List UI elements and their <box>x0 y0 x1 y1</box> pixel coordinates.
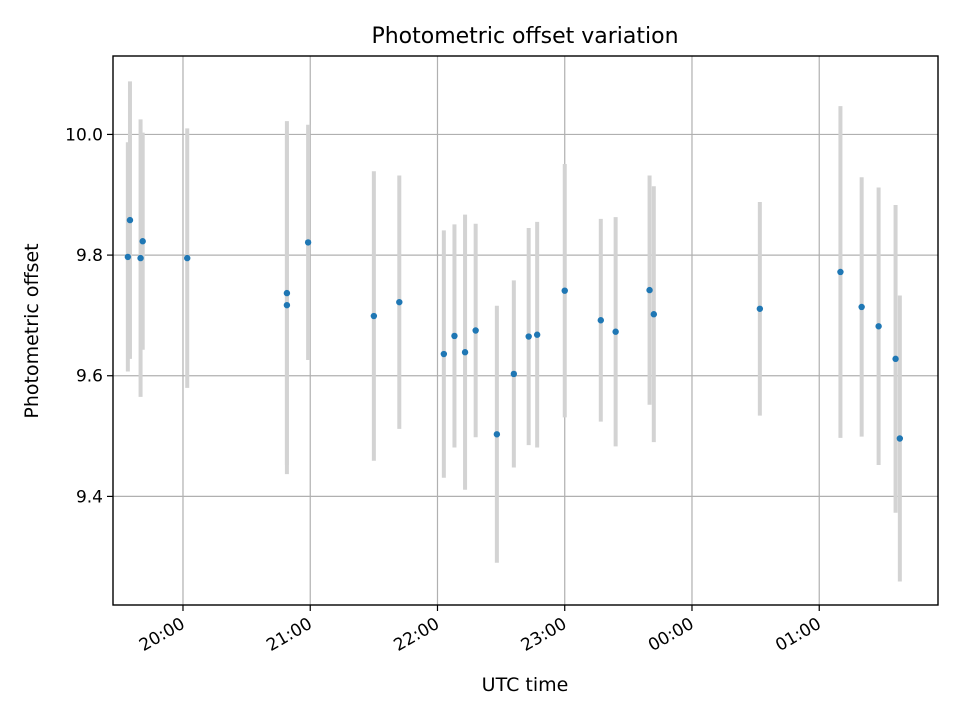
data-point <box>126 216 134 224</box>
data-point <box>561 287 568 294</box>
x-axis-label: UTC time <box>482 674 569 696</box>
data-point <box>139 238 146 245</box>
data-point <box>510 370 518 378</box>
y-axis-ticks: 9.4 9.6 9.8 10.0 <box>65 125 113 507</box>
data-point <box>756 305 764 312</box>
data-point <box>525 333 532 340</box>
data-point <box>896 435 904 442</box>
y-axis-label: Photometric offset <box>21 243 43 418</box>
data-point <box>283 289 291 297</box>
data-point <box>837 268 844 276</box>
data-point <box>858 303 865 311</box>
plot-frame <box>112 55 939 606</box>
data-point <box>283 301 291 309</box>
data-points <box>124 216 904 442</box>
grid <box>113 56 938 605</box>
data-point <box>304 239 312 246</box>
chart-title: Photometric offset variation <box>371 24 678 49</box>
data-point <box>472 327 479 334</box>
y-tick-label: 9.8 <box>76 246 103 266</box>
data-point <box>137 254 144 262</box>
y-tick-label: 9.4 <box>76 487 103 507</box>
data-point <box>875 323 882 330</box>
data-point <box>124 253 132 261</box>
y-tick-label: 9.6 <box>76 367 103 387</box>
data-point <box>612 328 619 335</box>
data-point <box>396 298 403 306</box>
y-tick-label: 10.0 <box>65 125 103 145</box>
data-point <box>646 286 653 294</box>
data-point <box>461 349 469 356</box>
data-point <box>440 350 448 358</box>
data-point <box>597 317 604 324</box>
data-point <box>892 355 899 363</box>
data-point <box>650 311 658 318</box>
data-point <box>451 332 458 340</box>
data-point <box>184 254 191 262</box>
data-point <box>533 331 541 338</box>
data-point <box>493 431 501 438</box>
data-point <box>370 312 378 320</box>
